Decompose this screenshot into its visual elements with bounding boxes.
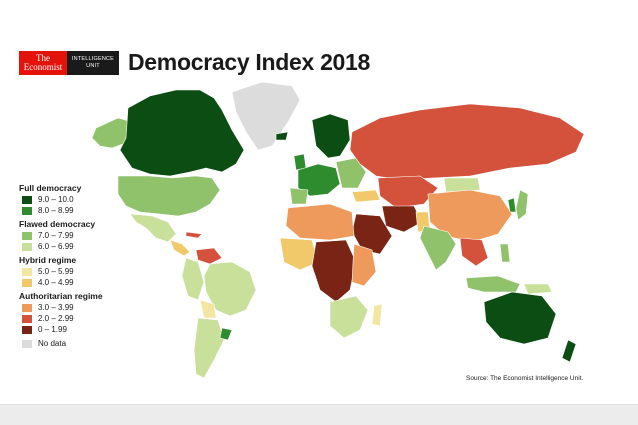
- region-usa: [117, 175, 221, 217]
- region-philippines: [499, 243, 511, 263]
- region-southern-africa: [329, 295, 369, 339]
- legend: Full democracy 9.0 – 10.0 8.0 – 8.99 Flawed…: [19, 183, 139, 349]
- legend-group: Authoritarian regime 3.0 – 3.99 2.0 – 2.99…: [19, 291, 139, 335]
- region-brazil: [203, 261, 257, 317]
- legend-swatch: [22, 325, 32, 334]
- region-eastern-europe: [335, 157, 367, 189]
- region-venezuela: [195, 247, 223, 265]
- legend-swatch: [22, 231, 32, 240]
- legend-label: 6.0 – 6.99: [38, 242, 74, 251]
- legend-item: 2.0 – 2.99: [19, 313, 139, 324]
- legend-heading: Hybrid regime: [19, 255, 77, 265]
- region-canada: [119, 89, 245, 177]
- legend-label: 8.0 – 8.99: [38, 206, 74, 215]
- region-central-asia: [377, 175, 439, 209]
- legend-swatch: [22, 242, 32, 251]
- region-greenland: [231, 81, 301, 151]
- legend-label: 2.0 – 2.99: [38, 314, 74, 323]
- legend-label: 7.0 – 7.99: [38, 231, 74, 240]
- region-mexico: [129, 213, 177, 243]
- region-uruguay: [219, 327, 233, 341]
- legend-swatch: [22, 195, 32, 204]
- legend-item: 8.0 – 8.99: [19, 205, 139, 216]
- legend-swatch: [22, 278, 32, 287]
- region-iran-afghanistan: [381, 205, 423, 233]
- map-title: Democracy Index 2018: [128, 49, 371, 75]
- legend-heading: Full democracy: [19, 183, 82, 193]
- economist-logo: The Economist INTELLIGENCE UNIT: [19, 51, 119, 75]
- region-north-africa: [285, 203, 355, 241]
- legend-heading: Flawed democracy: [19, 219, 96, 229]
- legend-label: 3.0 – 3.99: [38, 303, 74, 312]
- legend-label: 0 – 1.99: [38, 325, 67, 334]
- region-alaska: [91, 117, 133, 149]
- legend-item: 3.0 – 3.99: [19, 302, 139, 313]
- region-se-asia: [459, 237, 489, 267]
- legend-item: 7.0 – 7.99: [19, 230, 139, 241]
- intelligence-unit-mark: INTELLIGENCE UNIT: [67, 51, 119, 75]
- legend-swatch: [22, 267, 32, 276]
- legend-label: No data: [38, 339, 67, 348]
- region-australia: [483, 291, 557, 345]
- legend-item: No data: [19, 338, 139, 349]
- region-turkey: [351, 189, 381, 203]
- region-east-africa: [351, 243, 377, 287]
- legend-group: Hybrid regime 5.0 – 5.99 4.0 – 4.99: [19, 255, 139, 288]
- footer-bar: [0, 404, 638, 425]
- region-indonesia: [465, 275, 521, 293]
- region-madagascar: [371, 303, 383, 327]
- world-map: [91, 81, 585, 379]
- legend-item: 9.0 – 10.0: [19, 194, 139, 205]
- legend-swatch: [22, 314, 32, 323]
- legend-heading: Authoritarian regime: [19, 291, 103, 301]
- legend-swatch: [22, 303, 32, 312]
- region-russia: [349, 103, 585, 181]
- region-iberia: [289, 187, 309, 205]
- region-chile-argentina: [193, 317, 225, 379]
- region-scandinavia: [311, 113, 351, 159]
- region-korea: [507, 197, 517, 213]
- region-colombia-peru: [181, 257, 205, 301]
- region-new-zealand: [561, 339, 577, 363]
- legend-group: Flawed democracy 7.0 – 7.99 6.0 – 6.99: [19, 219, 139, 252]
- region-china: [427, 189, 513, 243]
- region-japan: [515, 189, 529, 221]
- region-west-africa: [279, 237, 319, 271]
- legend-swatch: [22, 339, 32, 348]
- region-cuba: [185, 231, 203, 239]
- legend-label: 9.0 – 10.0: [38, 195, 74, 204]
- legend-item: 6.0 – 6.99: [19, 241, 139, 252]
- region-india: [419, 225, 457, 271]
- region-central-america: [169, 239, 191, 257]
- region-uk: [293, 153, 307, 171]
- legend-label: 4.0 – 4.99: [38, 278, 74, 287]
- region-papua: [523, 283, 553, 295]
- legend-item: 5.0 – 5.99: [19, 266, 139, 277]
- source-note: Source: The Economist Intelligence Unit.: [466, 375, 584, 382]
- region-central-africa: [311, 239, 357, 303]
- legend-swatch: [22, 206, 32, 215]
- region-iceland: [275, 131, 289, 141]
- economist-brand-mark: The Economist: [19, 51, 67, 75]
- legend-item: 4.0 – 4.99: [19, 277, 139, 288]
- region-bolivia: [199, 299, 217, 319]
- legend-item: 0 – 1.99: [19, 324, 139, 335]
- legend-group: Full democracy 9.0 – 10.0 8.0 – 8.99: [19, 183, 139, 216]
- region-mongolia: [443, 177, 481, 193]
- legend-label: 5.0 – 5.99: [38, 267, 74, 276]
